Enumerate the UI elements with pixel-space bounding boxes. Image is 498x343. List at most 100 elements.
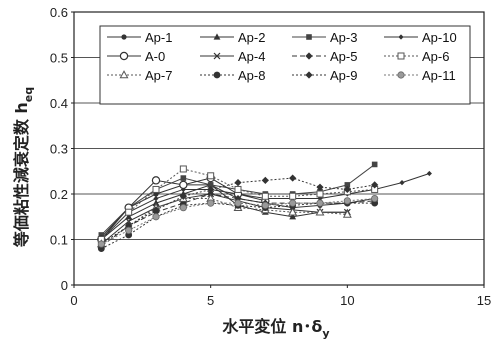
y-axis-title-sub: eq xyxy=(22,87,35,102)
legend-item-ap-7: Ap-7 xyxy=(107,68,172,83)
data-point xyxy=(288,207,298,216)
legend-label: Ap-2 xyxy=(238,30,265,45)
series-line xyxy=(101,193,348,245)
chart-ticks: 0 0.1 0.2 0.3 0.4 0.5 0.6 0 5 10 15 xyxy=(50,5,491,308)
legend-item-ap-1: Ap-1 xyxy=(107,30,172,45)
data-point xyxy=(261,176,269,184)
data-point xyxy=(152,213,160,221)
legend-label: Ap-3 xyxy=(330,30,357,45)
data-point xyxy=(261,192,269,200)
data-point xyxy=(207,185,215,194)
data-point xyxy=(342,209,352,218)
y-tick-label: 0.1 xyxy=(50,233,68,248)
series-line xyxy=(101,198,348,245)
data-point xyxy=(98,232,105,238)
legend-label: Ap-5 xyxy=(330,49,357,64)
x-tick-label: 0 xyxy=(70,293,77,308)
data-point xyxy=(125,208,133,216)
legend-item-a-0: A-0 xyxy=(107,49,165,64)
legend-item-ap-3: Ap-3 xyxy=(292,30,357,45)
legend-item-ap-5: Ap-5 xyxy=(292,49,357,64)
data-point xyxy=(316,190,324,198)
legend-item-ap-10: Ap-10 xyxy=(384,30,457,45)
y-tick-label: 0.2 xyxy=(50,187,68,202)
legend-marker xyxy=(213,52,221,60)
data-point xyxy=(207,199,215,207)
data-point xyxy=(371,161,378,168)
legend-marker xyxy=(213,71,221,79)
data-point xyxy=(179,204,187,212)
data-point xyxy=(151,176,161,185)
x-axis-title-main: 水平変位 n･δ xyxy=(222,317,322,336)
chart-series xyxy=(96,161,432,253)
data-point xyxy=(234,179,242,187)
x-tick-label: 10 xyxy=(340,293,354,308)
data-point xyxy=(153,195,159,202)
legend-item-ap-11: Ap-11 xyxy=(384,68,456,83)
data-point xyxy=(125,226,133,234)
marker-stroke xyxy=(213,52,221,60)
data-point xyxy=(426,170,432,177)
data-point xyxy=(152,206,160,214)
data-point xyxy=(289,192,297,200)
legend-marker xyxy=(119,70,129,79)
legend-marker xyxy=(398,34,404,40)
y-axis-title-main: 等価粘性減衰定数 h xyxy=(12,102,31,248)
legend-box xyxy=(99,25,471,105)
legend-label: A-0 xyxy=(145,49,165,64)
x-axis-title-sub: y xyxy=(322,327,329,340)
data-point xyxy=(179,165,187,173)
legend-marker xyxy=(119,51,129,61)
legend-label: Ap-10 xyxy=(422,30,457,45)
legend-label: Ap-9 xyxy=(330,68,357,83)
series-line xyxy=(101,177,375,245)
data-point xyxy=(234,185,242,193)
data-point xyxy=(399,180,405,186)
legend-item-ap-4: Ap-4 xyxy=(200,49,265,64)
legend-label: Ap-6 xyxy=(422,49,449,64)
legend-label: Ap-7 xyxy=(145,68,172,83)
data-point xyxy=(344,182,351,188)
legend-item-ap-6: Ap-6 xyxy=(384,49,449,64)
data-point xyxy=(125,213,133,220)
legend-marker xyxy=(306,34,312,40)
data-point xyxy=(152,199,160,206)
legend-label: Ap-8 xyxy=(238,68,265,83)
data-point xyxy=(234,199,242,207)
legend-marker xyxy=(121,34,127,40)
series-line xyxy=(101,193,375,247)
y-tick-label: 0.6 xyxy=(50,5,68,20)
series-line xyxy=(101,184,348,240)
data-point xyxy=(316,183,324,191)
data-point xyxy=(207,182,214,188)
legend-item-ap-8: Ap-8 xyxy=(200,68,265,83)
series-line xyxy=(101,202,375,250)
series-ap-11 xyxy=(97,194,379,248)
x-tick-label: 15 xyxy=(477,293,491,308)
data-point xyxy=(207,172,215,180)
legend-marker xyxy=(305,71,313,79)
data-point xyxy=(261,201,269,209)
legend-label: Ap-11 xyxy=(422,68,456,83)
x-axis-title: 水平変位 n･δy xyxy=(222,317,329,340)
data-point xyxy=(371,194,379,203)
data-point xyxy=(152,185,160,193)
data-point xyxy=(289,213,297,220)
series-ap-4 xyxy=(97,190,351,248)
data-point xyxy=(180,175,187,181)
legend-item-ap-9: Ap-9 xyxy=(292,68,357,83)
y-tick-label: 0.5 xyxy=(50,51,68,66)
legend-marker xyxy=(397,52,405,60)
legend-label: Ap-4 xyxy=(238,49,265,64)
data-point xyxy=(343,197,351,205)
data-point xyxy=(343,185,351,194)
x-tick-label: 5 xyxy=(207,293,214,308)
data-point xyxy=(316,199,324,207)
y-tick-label: 0.4 xyxy=(50,96,68,111)
data-point xyxy=(97,240,105,248)
series-ap-5 xyxy=(97,190,379,250)
legend-label: Ap-1 xyxy=(145,30,172,45)
data-point xyxy=(179,180,188,190)
data-point xyxy=(315,207,325,216)
legend-item-ap-2: Ap-2 xyxy=(200,30,265,45)
